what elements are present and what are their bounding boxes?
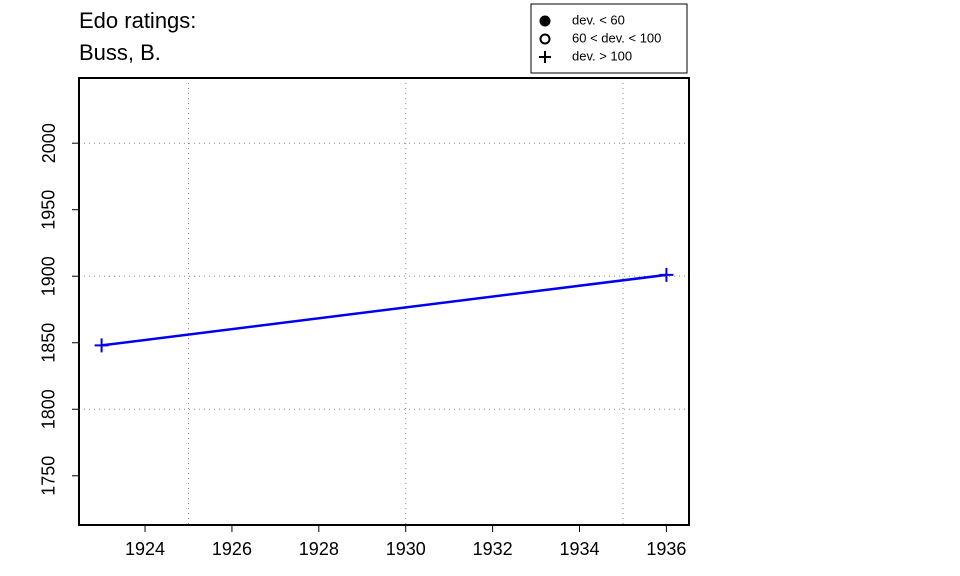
plus-shape bbox=[659, 267, 674, 282]
plus-shape bbox=[539, 51, 551, 63]
y-tick-label: 1950 bbox=[39, 190, 59, 230]
marker bbox=[539, 15, 551, 27]
y-tick-label: 1750 bbox=[39, 456, 59, 496]
marker bbox=[94, 338, 109, 353]
x-tick-label: 1936 bbox=[646, 539, 686, 559]
legend-label: dev. < 60 bbox=[572, 12, 625, 27]
y-tick-label: 1800 bbox=[39, 389, 59, 429]
x-tick-label: 1926 bbox=[212, 539, 252, 559]
legend-box bbox=[530, 3, 688, 74]
legend-label: 60 < dev. < 100 bbox=[572, 30, 661, 45]
y-tick-label: 1900 bbox=[39, 256, 59, 296]
y-tick-label: 1850 bbox=[39, 323, 59, 363]
x-tick-label: 1928 bbox=[299, 539, 339, 559]
plus-shape bbox=[94, 338, 109, 353]
x-tick-label: 1934 bbox=[559, 539, 599, 559]
x-tick-label: 1930 bbox=[386, 539, 426, 559]
legend-label: dev. > 100 bbox=[572, 48, 632, 63]
marker bbox=[539, 51, 551, 63]
y-tick-label: 2000 bbox=[39, 123, 59, 163]
chart-title-line: Buss, B. bbox=[79, 40, 161, 65]
plot-frame bbox=[78, 77, 690, 526]
marker bbox=[659, 267, 674, 282]
series-line bbox=[101, 273, 667, 347]
chart-title-line: Edo ratings: bbox=[79, 8, 196, 33]
x-tick-label: 1924 bbox=[125, 539, 165, 559]
marker bbox=[539, 33, 551, 45]
x-tick-label: 1932 bbox=[473, 539, 513, 559]
